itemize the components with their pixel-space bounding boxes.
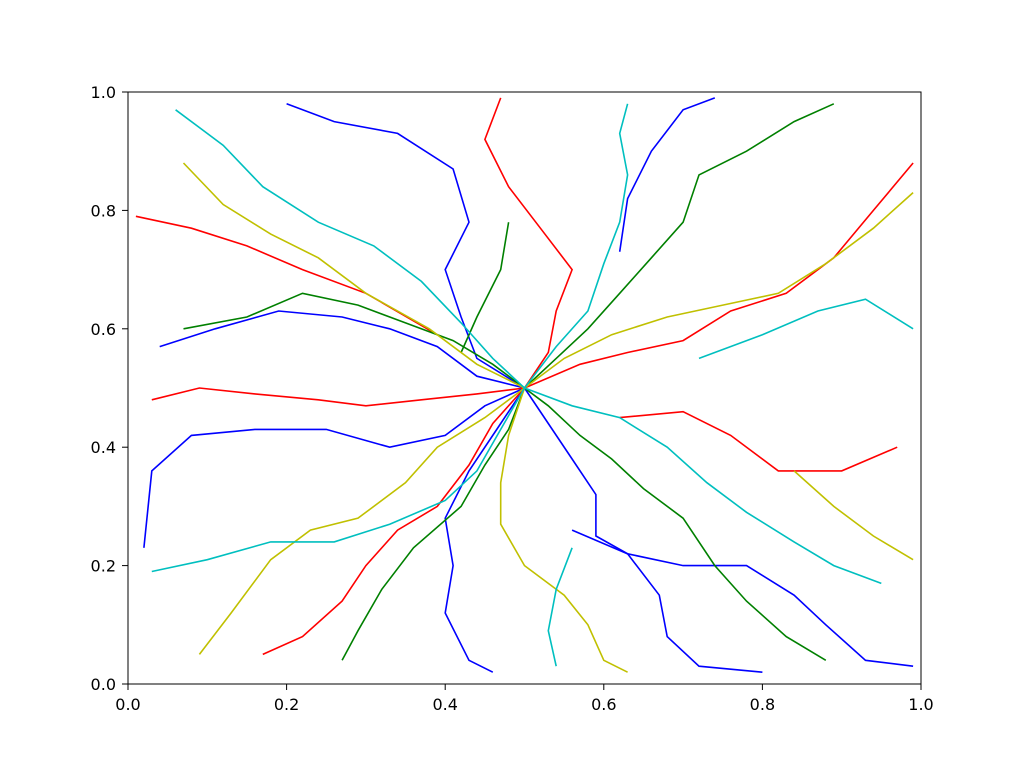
branch-line-2: [143, 387, 525, 548]
branch-line-6: [571, 529, 914, 667]
x-tick-label-4: 0.8: [750, 695, 775, 714]
x-tick-label-2: 0.4: [432, 695, 457, 714]
y-tick-label-4: 0.8: [91, 201, 116, 220]
x-tick-label-0: 0.0: [115, 695, 140, 714]
x-tick-label-1: 0.2: [274, 695, 299, 714]
x-tick-label-5: 1.0: [908, 695, 933, 714]
y-tick-label-3: 0.6: [91, 320, 116, 339]
branch-line-8: [151, 387, 525, 407]
y-tick-label-1: 0.2: [91, 557, 116, 576]
branch-line-29: [547, 547, 573, 667]
branch-line-10: [484, 97, 574, 389]
branch-line-27: [151, 387, 526, 573]
branch-line-1: [159, 310, 525, 389]
branch-line-17: [341, 387, 526, 661]
branch-line-25: [524, 387, 882, 585]
branch-line-11: [524, 162, 914, 389]
branch-line-23: [793, 470, 914, 561]
y-tick-label-5: 1.0: [91, 83, 116, 102]
x-tick-label-3: 0.6: [591, 695, 616, 714]
branch-line-15: [183, 292, 525, 389]
y-tick-label-2: 0.4: [91, 438, 116, 457]
branch-line-18: [460, 222, 510, 353]
branch-line-13: [619, 410, 898, 472]
branch-line-9: [262, 387, 526, 656]
axis-ticks: 0.0 0.2 0.4 0.6 0.8 1.0 0.0 0.2 0.4 0.6 0.8 1.0: [91, 83, 934, 714]
branch-line-21: [499, 387, 628, 673]
branch-lines: [135, 97, 914, 673]
y-tick-label-0: 0.0: [91, 675, 116, 694]
branch-line-24: [175, 109, 526, 389]
branch-line-4: [523, 387, 763, 673]
branch-line-5: [286, 103, 525, 389]
branch-line-20: [524, 192, 914, 389]
branch-line-3: [444, 387, 526, 673]
axes-frame: [127, 91, 922, 685]
branch-line-19: [198, 387, 525, 655]
branch-line-7: [618, 97, 716, 252]
branch-line-26: [523, 103, 629, 389]
branch-line-16: [523, 103, 835, 389]
branch-line-14: [524, 387, 827, 661]
branch-line-22: [182, 162, 525, 389]
branch-line-28: [698, 298, 914, 360]
